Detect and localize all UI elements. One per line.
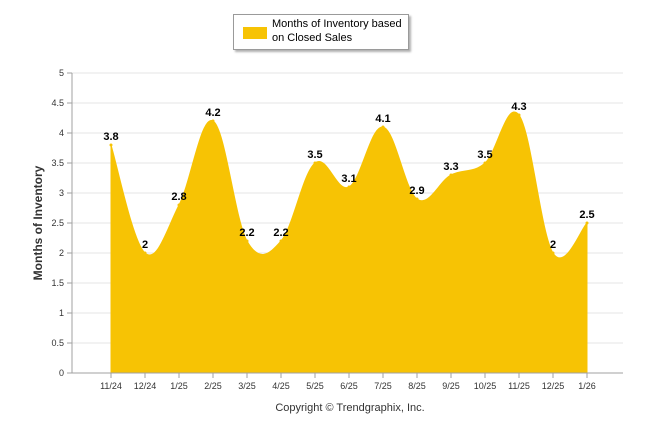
data-point [517, 113, 521, 117]
data-point [245, 239, 249, 243]
x-tick-label: 6/25 [340, 381, 358, 391]
data-point [551, 251, 555, 255]
x-tick-label: 7/25 [374, 381, 392, 391]
data-label: 2.8 [171, 191, 186, 203]
data-point [177, 203, 181, 207]
legend-label: Months of Inventory based on Closed Sale… [272, 18, 402, 44]
x-tick-label: 3/25 [238, 381, 256, 391]
x-tick-label: 12/25 [542, 381, 565, 391]
y-tick-label: 1.5 [51, 278, 64, 288]
data-label: 3.8 [103, 131, 118, 143]
data-point [381, 125, 385, 129]
data-point [415, 197, 419, 201]
data-point [109, 143, 113, 147]
x-tick-label: 11/25 [508, 381, 530, 391]
x-tick-label: 11/24 [100, 381, 122, 391]
area-series [110, 111, 588, 374]
data-label-layer: 3.8 2 2.8 4.2 2.2 2.2 3.5 3.1 4.1 2.9 3.3 3.5 4.3 2 2.… [103, 101, 594, 251]
data-label: 4.1 [375, 113, 390, 125]
x-tick-label: 1/26 [578, 381, 596, 391]
data-point [313, 161, 317, 165]
data-label: 3.1 [341, 173, 356, 185]
data-point [279, 239, 283, 243]
x-tick-label: 8/25 [408, 381, 426, 391]
data-label: 3.5 [477, 149, 492, 161]
x-tick-label: 12/24 [134, 381, 157, 391]
y-tick-label: 2.5 [51, 218, 64, 228]
data-label: 4.3 [511, 101, 526, 113]
y-tick-label: 5 [59, 68, 64, 78]
y-tick-label: 2 [59, 248, 64, 258]
y-tick-label: 0.5 [51, 338, 64, 348]
data-label: 2.2 [239, 227, 254, 239]
y-tick-label: 3 [59, 188, 64, 198]
data-label: 2 [142, 239, 148, 251]
copyright-text: Copyright © Trendgraphix, Inc. [275, 402, 425, 414]
x-tick-label: 1/25 [170, 381, 188, 391]
data-label: 2.2 [273, 227, 288, 239]
x-tick-label: 9/25 [442, 381, 460, 391]
data-point [211, 119, 215, 123]
data-label: 2 [550, 239, 556, 251]
y-tick-label: 4.5 [51, 98, 64, 108]
data-label: 2.5 [579, 209, 594, 221]
y-tick-label: 0 [59, 368, 64, 378]
legend-swatch [243, 27, 267, 39]
data-point [585, 221, 589, 225]
data-point [143, 251, 147, 255]
x-tick-label: 5/25 [306, 381, 324, 391]
data-label: 4.2 [205, 107, 220, 119]
data-point [449, 173, 453, 177]
data-label: 2.9 [409, 185, 424, 197]
y-axis-title: Months of Inventory [31, 165, 45, 280]
x-tick-label: 2/25 [204, 381, 222, 391]
area-layer [109, 111, 589, 374]
data-label: 3.3 [443, 161, 458, 173]
y-tick-label: 4 [59, 128, 64, 138]
data-point [483, 161, 487, 165]
data-point [347, 185, 351, 189]
x-tick-label: 10/25 [474, 381, 497, 391]
axis-layer: 0 0.5 1 1.5 2 2.5 3 3.5 4 4.5 5 11/24 12/24 1/25 2/25 3… [51, 68, 623, 391]
y-tick-label: 1 [59, 308, 64, 318]
data-label: 3.5 [307, 149, 322, 161]
x-tick-label: 4/25 [272, 381, 290, 391]
legend[interactable]: Months of Inventory based on Closed Sale… [233, 14, 409, 50]
y-tick-label: 3.5 [51, 158, 64, 168]
